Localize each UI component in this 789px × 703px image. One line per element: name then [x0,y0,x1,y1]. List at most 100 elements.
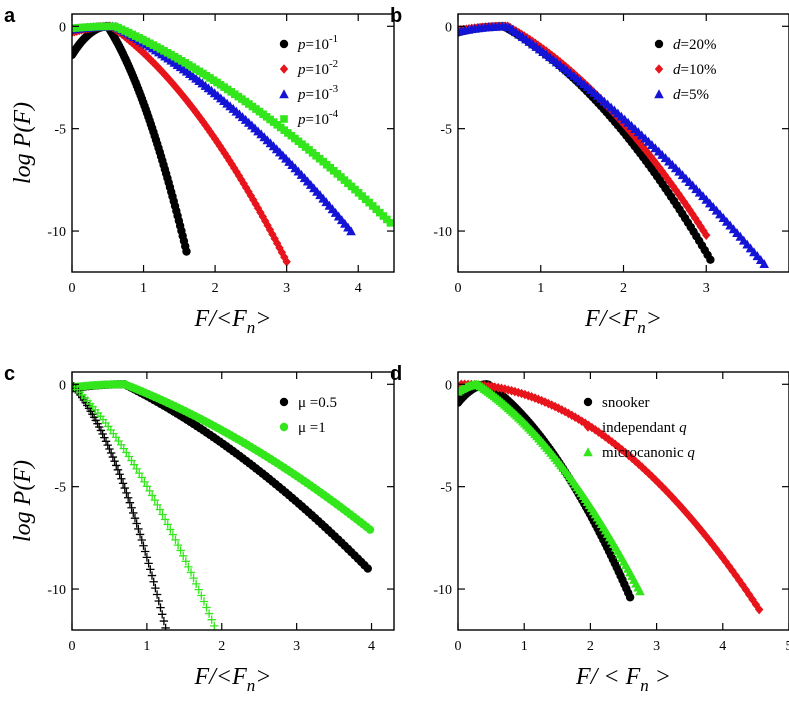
data-point [755,604,764,615]
legend-item: independant q [583,420,687,436]
x-axis-label: F/<Fn> [194,664,272,695]
x-tick-label: 0 [69,639,76,654]
x-tick-label: 2 [620,281,627,296]
y-tick-label: -10 [47,583,66,598]
legend-label: d=10% [673,62,716,78]
data-point [191,579,201,589]
data-point [139,541,148,550]
data-point [265,225,275,235]
data-point [514,387,523,398]
data-point [140,477,149,487]
data-point [113,465,123,475]
series-2 [72,380,170,630]
legend-item: d=5% [654,87,709,103]
axes-frame [71,371,395,631]
plot-area [72,380,375,630]
data-point [613,112,623,123]
data-point [144,559,153,568]
data-point [751,599,761,610]
x-tick-label: 4 [355,281,362,296]
data-point [544,48,554,59]
data-point [646,152,656,162]
data-point [604,434,613,445]
data-point [186,568,196,577]
data-point [652,159,661,169]
data-point [644,148,653,159]
legend-item: p=10-1 [279,33,338,53]
data-point [184,562,193,572]
data-point [681,507,690,517]
data-point [531,38,540,49]
x-tick-label: 1 [521,639,528,654]
data-point [534,394,543,405]
x-tick-label: 4 [368,639,375,654]
x-tick-label: 2 [212,281,219,296]
data-point [601,432,610,442]
data-point [115,470,124,479]
legend-item: μ =0.5 [279,395,337,411]
y-tick-label: -5 [440,481,452,496]
data-point [272,238,282,249]
data-point [580,418,590,429]
data-point [199,597,209,606]
y-tick-label: -5 [54,481,66,496]
legend-item: d=20% [654,37,716,53]
data-point [657,166,667,177]
data-point [668,181,678,192]
series-0 [458,22,715,264]
panel-b: 0 1 2 3 0 -5 -10 b F/<Fn> d=20% d=10% d=5% [390,5,789,337]
data-point [108,452,118,462]
data-point [149,577,158,586]
series-2 [458,379,645,596]
data-point [346,226,356,236]
data-point [171,535,180,545]
series-1 [72,21,291,267]
data-point [122,488,131,498]
data-point [151,583,160,593]
x-tick-label: 4 [719,639,726,654]
data-point [103,440,112,450]
data-point [365,525,375,534]
data-point [734,575,744,585]
data-point [696,221,705,232]
data-point [229,163,239,173]
legend-label: μ =1 [298,420,326,436]
data-point [677,193,686,203]
data-point [624,125,634,135]
x-tick-label: 1 [537,281,544,296]
data-point [674,189,683,199]
data-point [146,565,155,574]
legend-label: p=10-2 [297,58,338,78]
data-point [651,475,660,485]
legend-marker [279,64,289,74]
data-point [163,72,172,83]
series-2 [458,21,769,269]
data-point [635,586,645,596]
panel-letter: a [4,5,16,27]
data-point [202,603,211,612]
data-point [147,491,157,500]
plot-area [72,21,394,267]
panel-c: 0 1 2 3 4 0 -5 -10 c F/<Fn> log P(F) μ =0.5 μ =1 [4,363,395,695]
data-point [560,406,570,417]
series-0 [72,22,191,256]
panel-letter: d [390,363,402,385]
series-3 [72,380,219,630]
data-point [137,473,147,482]
data-point [176,546,185,555]
data-point [127,503,136,512]
x-tick-label: 3 [283,281,290,296]
x-tick-label: 0 [455,281,462,296]
y-tick-label: 0 [445,20,452,35]
data-point [152,590,162,599]
data-point [181,557,191,566]
data-point [201,120,210,131]
data-point [614,442,623,452]
data-point [153,62,163,73]
plot-area [458,21,769,269]
data-point [220,148,229,158]
y-tick-label: -5 [54,123,66,138]
data-point [182,95,191,105]
legend-item: p=10-2 [279,58,338,78]
